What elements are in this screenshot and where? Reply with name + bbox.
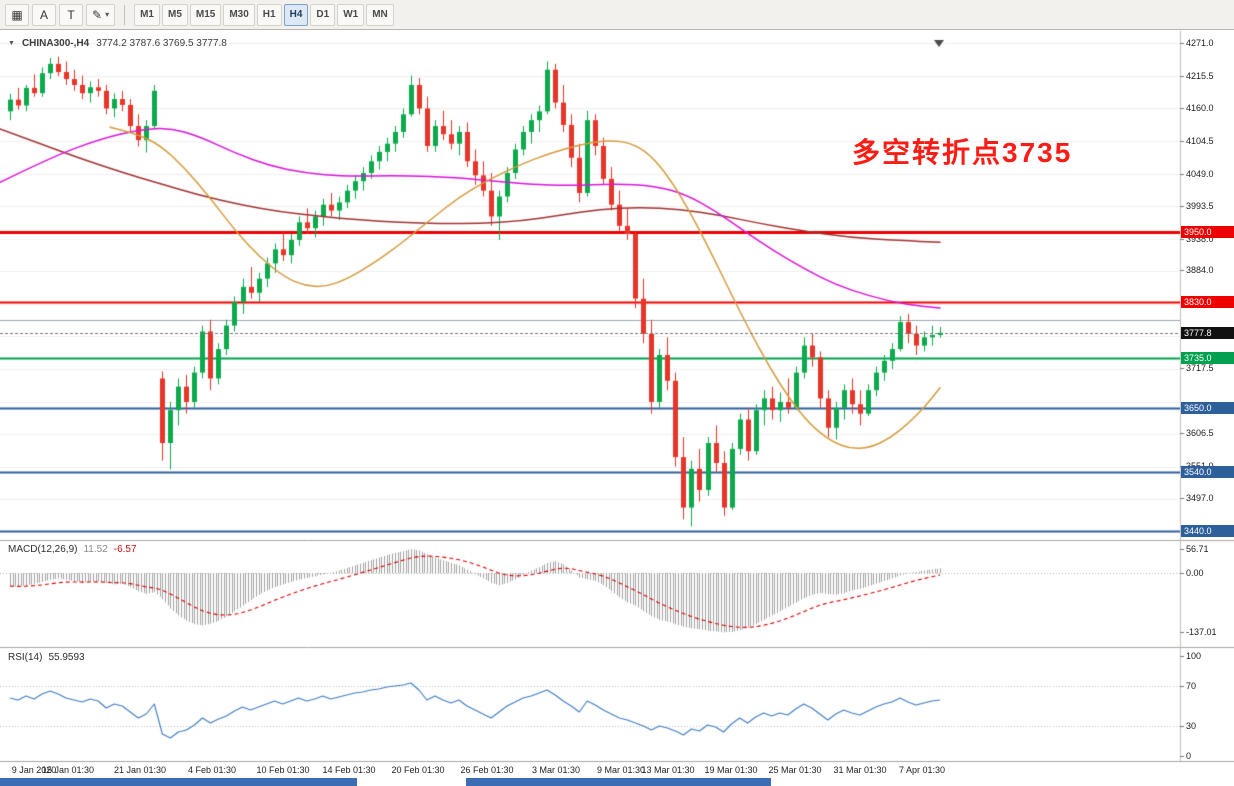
- rsi-title: RSI(14): [8, 652, 43, 663]
- symbol-marker-icon: ▼: [8, 40, 15, 47]
- symbol-name: CHINA300-,H4: [21, 38, 90, 49]
- timeframe-group: M1 M5 M15 M30 H1 H4 D1 W1 MN: [134, 3, 394, 26]
- timeframe-d1-button[interactable]: D1: [310, 3, 336, 26]
- timeframe-m15-button[interactable]: M15: [189, 3, 222, 26]
- time-axis-label: 20 Feb 01:30: [391, 765, 445, 775]
- macd-signal-value: -6.57: [113, 544, 137, 555]
- rsi-label: RSI(14) 55.9593: [8, 652, 85, 663]
- grid-icon: ▦: [11, 7, 23, 22]
- time-axis-label: 9 Mar 01:30: [596, 765, 646, 775]
- timeframe-m1-button[interactable]: M1: [134, 3, 160, 26]
- chevron-down-icon: ▾: [105, 10, 110, 19]
- time-axis-label: 25 Mar 01:30: [768, 765, 822, 775]
- ohlc-values: 3774.2 3787.6 3769.5 3777.8: [96, 38, 227, 49]
- time-axis-label: 10 Feb 01:30: [256, 765, 310, 775]
- text-icon: T: [67, 7, 75, 22]
- time-axis-label: 3 Mar 01:30: [531, 765, 581, 775]
- time-axis-label: 14 Feb 01:30: [322, 765, 376, 775]
- time-axis-label: 26 Feb 01:30: [460, 765, 514, 775]
- time-axis-label: 7 Apr 01:30: [898, 765, 946, 775]
- grid-tool-button[interactable]: ▦: [5, 3, 29, 26]
- time-axis-label: 31 Mar 01:30: [833, 765, 887, 775]
- toolbar-separator: [124, 4, 126, 25]
- timeframe-mn-button[interactable]: MN: [366, 3, 394, 26]
- chart-title: ▼ CHINA300-,H4 3774.2 3787.6 3769.5 3777…: [8, 38, 227, 49]
- time-axis-label: 19 Mar 01:30: [704, 765, 758, 775]
- timeframe-m5-button[interactable]: M5: [161, 3, 188, 26]
- pencil-icon: ✎: [92, 7, 103, 22]
- macd-label: MACD(12,26,9) 11.52 -6.57: [8, 544, 137, 555]
- timeframe-w1-button[interactable]: W1: [337, 3, 365, 26]
- taskbar-segment[interactable]: [0, 778, 357, 786]
- text-label-tool-button[interactable]: A: [32, 3, 56, 26]
- timeframe-h4-button[interactable]: H4: [283, 3, 309, 26]
- timeframe-m30-button[interactable]: M30: [223, 3, 255, 26]
- macd-value: 11.52: [83, 544, 108, 555]
- time-axis-label: 4 Feb 01:30: [187, 765, 237, 775]
- time-axis-label: 9 Jan 2020: [11, 765, 57, 775]
- price-axis[interactable]: [1180, 34, 1234, 761]
- time-axis: 9 Jan 2020 15 Jan 01:30 21 Jan 01:30 4 Feb …: [11, 765, 946, 775]
- timeframe-h1-button[interactable]: H1: [256, 3, 282, 26]
- draw-tool-button[interactable]: ✎ ▾: [86, 3, 116, 26]
- macd-title: MACD(12,26,9): [8, 544, 78, 555]
- taskbar-segment[interactable]: [466, 778, 771, 786]
- time-axis-label: 21 Jan 01:30: [113, 765, 167, 775]
- time-axis-label: 13 Mar 01:30: [641, 765, 695, 775]
- time-axis-label: 15 Jan 01:30: [41, 765, 95, 775]
- text-label-icon: A: [39, 7, 48, 22]
- toolbar: ▦ A T ✎ ▾ M1 M5 M15 M30 H1 H4 D1 W1 MN: [0, 0, 1234, 30]
- rsi-value: 55.9593: [48, 652, 85, 663]
- annotation-text: 多空转折点3735: [852, 137, 1073, 168]
- text-tool-button[interactable]: T: [59, 3, 83, 26]
